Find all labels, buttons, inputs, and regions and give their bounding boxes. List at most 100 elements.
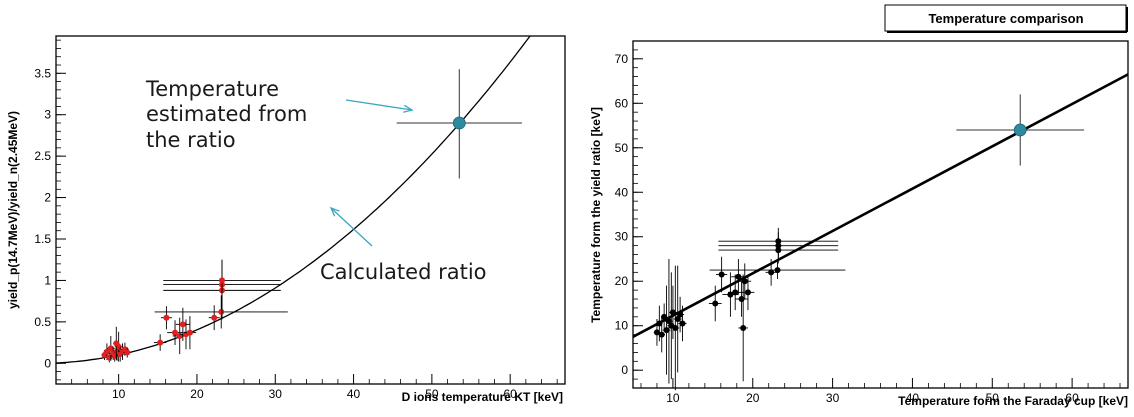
left-point — [163, 259, 281, 302]
right-point — [716, 256, 728, 293]
left-marker — [172, 329, 179, 336]
left-point — [153, 334, 167, 351]
right-chart: Temperature comparison 10 20 30 40 50 60 0 10 20… — [589, 4, 1129, 408]
left-point — [175, 307, 190, 341]
left-axes: 10 20 30 40 50 60 0 0.5 1 1.5 2 2.5 3 3.5 — [34, 39, 558, 401]
right-point — [709, 261, 846, 280]
left-chart: 10 20 30 40 50 60 0 0.5 1 1.5 2 2.5 3 3.5 D ions temp… — [6, 35, 566, 404]
left-x-tick-label: 60 — [504, 387, 518, 401]
arrow-to-estimated-point — [345, 99, 414, 113]
left-point — [103, 343, 111, 360]
left-marker — [179, 321, 186, 328]
right-y-tick-label: 20 — [615, 274, 629, 288]
annotation-temperature-line-3: the ratio — [146, 128, 236, 152]
right-y-axis-title: Temperature form the yield ratio [keV] — [589, 107, 603, 323]
left-y-tick-label: 2 — [44, 191, 51, 205]
right-marker — [677, 311, 684, 318]
right-x-axis-title: Temperature form the Faraday cup [keV] — [898, 394, 1128, 408]
left-point — [208, 305, 220, 331]
right-marker — [727, 291, 734, 298]
annotation-temperature-line-1: Temperature — [145, 77, 279, 101]
right-marker — [661, 313, 668, 320]
right-point — [728, 274, 743, 311]
right-y-tick-label: 30 — [615, 230, 629, 244]
right-point — [718, 227, 839, 255]
left-marker — [219, 277, 226, 284]
left-point — [167, 320, 183, 346]
right-plot-frame — [632, 40, 1129, 389]
left-marker — [157, 339, 164, 346]
left-y-tick-label: 3.5 — [34, 66, 51, 80]
right-data-points — [653, 227, 846, 391]
right-marker — [679, 320, 686, 327]
right-y-tick-label: 60 — [615, 96, 629, 110]
left-marker — [211, 314, 218, 321]
left-marker — [103, 348, 110, 355]
right-marker — [740, 324, 747, 331]
right-point — [708, 285, 722, 322]
right-marker — [775, 238, 782, 245]
annotation-calculated-ratio: Calculated ratio — [320, 260, 487, 284]
left-x-tick-label: 30 — [269, 387, 283, 401]
right-x-tick-label: 20 — [746, 391, 760, 405]
right-point — [741, 274, 755, 311]
right-marker — [738, 296, 745, 303]
right-point — [678, 305, 687, 342]
right-marker — [653, 329, 660, 336]
left-point — [154, 295, 288, 329]
right-x-tick-label: 40 — [906, 391, 920, 405]
left-y-tick-label: 1.5 — [34, 232, 51, 246]
left-x-tick-label: 50 — [425, 387, 439, 401]
left-y-tick-label: 0.5 — [34, 315, 51, 329]
right-axes: 10 20 30 40 50 60 0 10 20 30 40 50 60 70 — [615, 40, 1121, 405]
right-x-tick-label: 30 — [826, 391, 840, 405]
right-point — [765, 258, 777, 286]
left-point — [183, 316, 197, 350]
right-point — [671, 265, 680, 391]
right-marker — [768, 269, 775, 276]
left-plot-frame — [55, 35, 566, 385]
left-point — [123, 347, 132, 358]
left-marker — [124, 349, 131, 356]
left-x-axis-title: D ions temperature KT [keV] — [402, 390, 563, 404]
left-highlight-point — [396, 69, 522, 179]
right-x-tick-label: 10 — [666, 391, 680, 405]
left-y-tick-label: 2.5 — [34, 149, 51, 163]
right-y-tick-label: 40 — [615, 185, 629, 199]
right-point — [658, 316, 665, 353]
right-marker — [744, 289, 751, 296]
left-y-tick-label: 3 — [44, 108, 51, 122]
annotation-arrows — [329, 99, 414, 247]
right-marker — [712, 300, 719, 307]
right-point — [664, 258, 673, 384]
right-title-box — [884, 4, 1127, 32]
left-y-tick-label: 0 — [44, 356, 51, 370]
right-highlight-point — [956, 94, 1085, 166]
left-x-tick-label: 20 — [190, 387, 204, 401]
arrow-to-curve — [329, 206, 373, 247]
right-marker — [735, 273, 742, 280]
right-highlight-marker — [1013, 123, 1027, 137]
right-marker — [741, 278, 748, 285]
left-marker — [113, 340, 120, 347]
left-point — [106, 335, 115, 361]
left-point — [160, 306, 172, 330]
right-y-tick-label: 50 — [615, 141, 629, 155]
calculated-ratio-curve — [55, 35, 531, 364]
right-marker — [669, 309, 676, 316]
left-marker — [218, 308, 225, 315]
right-x-tick-label: 50 — [986, 391, 1000, 405]
right-marker — [774, 267, 781, 274]
right-y-tick-label: 70 — [615, 52, 629, 66]
left-x-tick-label: 10 — [112, 387, 126, 401]
left-marker — [163, 314, 170, 321]
right-marker — [665, 318, 672, 325]
right-marker — [656, 320, 663, 327]
right-point — [738, 274, 748, 382]
left-y-axis-title: yield_p(14.7MeV)/yield_n(2.45MeV) — [6, 111, 20, 309]
annotation-temperature-line-2: estimated from — [146, 102, 307, 126]
right-marker — [663, 327, 670, 334]
left-marker — [107, 345, 114, 352]
right-point — [662, 285, 671, 375]
